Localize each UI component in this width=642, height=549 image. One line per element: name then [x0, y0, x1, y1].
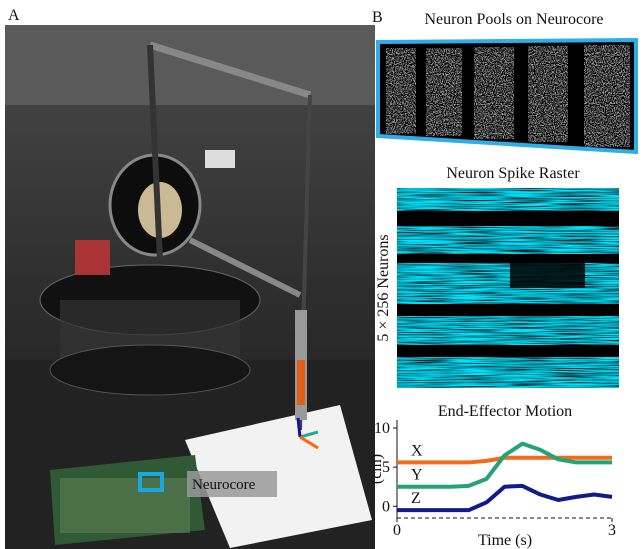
y-tick-label: 0: [382, 498, 390, 515]
x-tick-label: 3: [608, 522, 616, 539]
neuron-pools: [378, 40, 636, 152]
series-line: [397, 486, 612, 510]
callout: Neurocore: [192, 477, 256, 493]
chart-title: End-Effector Motion: [438, 403, 572, 420]
series-line: [397, 444, 612, 487]
figure: Neurocore A B Neuron Pools on Neurocore …: [0, 0, 642, 549]
photo: Neurocore: [5, 25, 375, 549]
raster-title: Neuron Spike Raster: [446, 165, 580, 182]
series-label: Y: [411, 467, 423, 484]
x-axis-label: Time (s): [478, 532, 532, 549]
spike-raster: [397, 188, 619, 388]
panel-label: B: [372, 9, 383, 26]
series-label: X: [411, 442, 423, 459]
y-tick-label: 5: [382, 459, 390, 476]
pools-title: Neuron Pools on Neurocore: [424, 11, 603, 28]
y-tick-label: 10: [374, 420, 390, 437]
panel-label: A: [8, 7, 20, 24]
raster-ylabel: 5 × 256 Neurons: [375, 234, 392, 341]
series-label: Z: [411, 490, 421, 507]
x-tick-label: 0: [393, 522, 401, 539]
